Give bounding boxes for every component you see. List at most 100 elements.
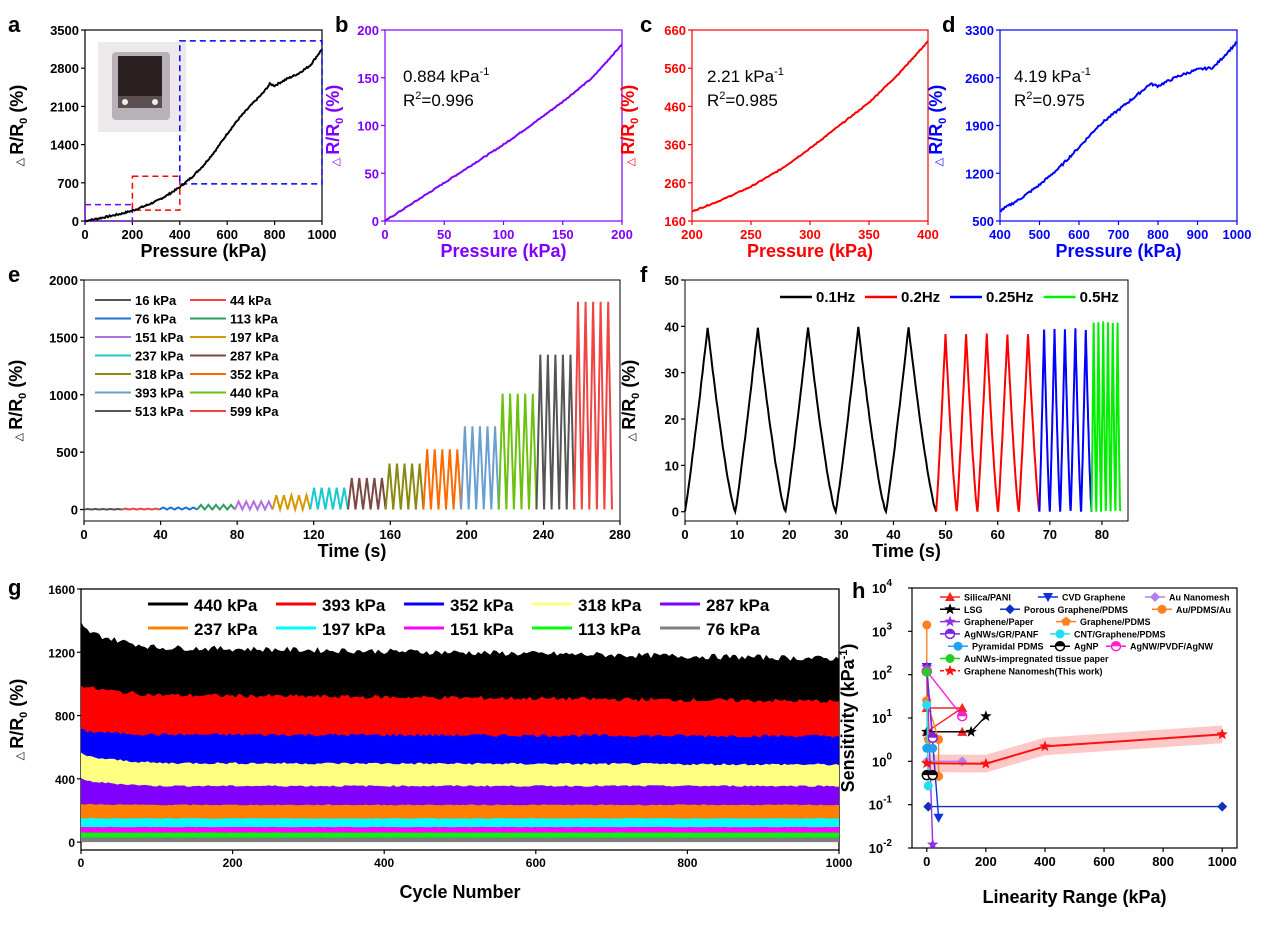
ylabel-unit: (%) <box>7 85 27 118</box>
y-tick-exponent: 0 <box>886 751 892 762</box>
y-tick-label: 10-2 <box>869 838 893 856</box>
y-tick-exponent: 1 <box>886 708 892 719</box>
panel-h: 0 200 400 600 800 100010-210-1100101102103104… <box>838 578 1238 907</box>
series-line <box>497 393 538 510</box>
x-tick-label: 0 <box>81 227 88 242</box>
y-tick-label: 3500 <box>50 23 79 38</box>
legend-label: 76 kPa <box>706 620 760 639</box>
delta-symbol: △ <box>625 155 637 167</box>
legend-label: 0.2Hz <box>901 289 940 306</box>
x-tick-label: 200 <box>681 227 703 242</box>
legend-label: AuNWs-impregnated tissue paper <box>964 654 1109 664</box>
series-band <box>81 752 839 789</box>
x-tick-label: 400 <box>374 856 394 870</box>
y-tick-exponent: 3 <box>886 621 892 632</box>
zoom-box <box>179 40 323 185</box>
panel-c: 200 250 300 350 400 160 260 360 460 560 660 Pressur… <box>618 23 939 261</box>
y-tick-label: 800 <box>55 710 75 724</box>
annotation-text: 0.884 kPa <box>403 67 480 86</box>
legend-label: LSG <box>964 605 983 615</box>
legend-label: AgNWs/GR/PANF <box>964 629 1039 639</box>
ylabel-superscript: -1 <box>838 650 850 660</box>
legend-marker <box>945 654 955 663</box>
legend-label: 237 kPa <box>194 620 258 639</box>
x-tick-label: 80 <box>1095 527 1109 542</box>
legend-label: Graphene/PDMS <box>1080 617 1151 627</box>
x-tick-label: 1000 <box>1208 854 1237 869</box>
y-tick-label: 30 <box>665 366 679 381</box>
ylabel-subscript: 0 <box>18 712 30 718</box>
x-tick-label: 150 <box>552 227 574 242</box>
delta-symbol: △ <box>14 155 26 167</box>
annotation-superscript: -1 <box>774 66 784 78</box>
annotation-text: R <box>403 91 415 110</box>
x-tick-label: 800 <box>677 856 697 870</box>
legend-label: 0.25Hz <box>986 289 1034 306</box>
delta-symbol: △ <box>933 155 945 167</box>
data-line <box>999 41 1238 213</box>
delta-symbol: △ <box>14 749 26 761</box>
series-band <box>81 837 839 843</box>
legend-marker <box>945 592 955 601</box>
device-photo <box>98 42 186 132</box>
x-tick-label: 350 <box>858 227 880 242</box>
y-tick-label: 360 <box>664 138 686 153</box>
legend-label: Au Nanomesh <box>1169 593 1230 603</box>
series-line <box>121 507 160 511</box>
y-axis-label: △ R/R0 (%) <box>618 85 641 167</box>
series-line <box>347 477 387 510</box>
x-tick-label: 400 <box>169 227 191 242</box>
ylabel-text: R/R <box>926 124 946 155</box>
ylabel-subscript: 0 <box>630 393 642 399</box>
series-band <box>81 818 839 828</box>
series-line <box>573 301 613 510</box>
annotation-superscript: -1 <box>1081 66 1091 78</box>
ylabel-subscript: 0 <box>18 118 30 124</box>
x-tick-label: 1000 <box>308 227 337 242</box>
photo-contact <box>122 99 128 105</box>
y-tick-label: 1600 <box>48 583 75 597</box>
series-line <box>233 499 274 512</box>
x-tick-label: 50 <box>938 527 952 542</box>
panel-label-b: b <box>335 12 348 37</box>
ylabel-subscript: 0 <box>334 118 346 124</box>
ylabel-close: ) <box>838 644 858 650</box>
r-squared-annotation: R2=0.996 <box>403 90 474 110</box>
ylabel-unit: (%) <box>6 360 26 393</box>
legend-marker <box>1005 604 1015 615</box>
y-tick-label: 200 <box>357 23 379 38</box>
series-line <box>926 670 963 717</box>
y-tick-label: 100 <box>872 751 892 769</box>
x-tick-label: 600 <box>1068 227 1090 242</box>
x-tick-label: 800 <box>1152 854 1174 869</box>
legend-label: 197 kPa <box>322 620 386 639</box>
annotation-text: =0.985 <box>725 91 777 110</box>
series-line <box>1038 328 1093 512</box>
data-marker <box>922 700 932 710</box>
y-tick-label: 102 <box>872 665 892 683</box>
data-marker <box>928 733 938 738</box>
legend-label: 76 kPa <box>135 312 177 327</box>
x-tick-label: 120 <box>303 527 325 542</box>
legend-label: 113 kPa <box>230 312 278 327</box>
legend-label: 151 kPa <box>135 330 184 345</box>
ylabel-text: R/R <box>618 124 638 155</box>
legend-label: 0.1Hz <box>816 289 855 306</box>
y-tick-label: 104 <box>872 578 892 596</box>
x-tick-label: 300 <box>799 227 821 242</box>
y-tick-label: 1900 <box>965 119 994 134</box>
x-axis-label: Pressure (kPa) <box>440 241 566 261</box>
y-axis-label: Sensitivity (kPa-1) <box>838 644 858 793</box>
data-marker <box>1039 740 1051 752</box>
sensitivity-annotation: 2.21 kPa-1 <box>707 66 784 86</box>
data-marker <box>933 813 944 823</box>
x-tick-label: 400 <box>1034 854 1056 869</box>
legend-label: 393 kPa <box>322 596 386 615</box>
data-line <box>384 43 623 222</box>
delta-symbol: △ <box>13 430 25 442</box>
x-tick-label: 200 <box>611 227 633 242</box>
legend-marker <box>944 664 956 676</box>
x-tick-label: 600 <box>216 227 238 242</box>
x-tick-label: 900 <box>1187 227 1209 242</box>
y-tick-label: 2100 <box>50 99 79 114</box>
